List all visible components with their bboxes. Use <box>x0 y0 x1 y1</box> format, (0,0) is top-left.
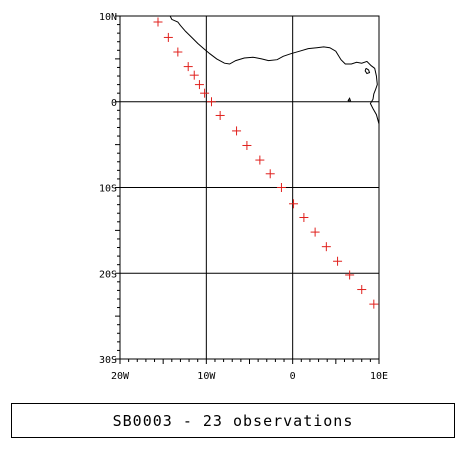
observation-marker <box>163 32 173 42</box>
lat-label: 10S <box>99 184 117 195</box>
observation-points <box>153 17 379 309</box>
observation-marker <box>183 62 193 72</box>
lon-label: 10W <box>197 371 216 382</box>
observation-marker <box>345 270 355 280</box>
observation-marker <box>369 299 379 309</box>
observation-marker <box>215 110 225 120</box>
lon-label: 20W <box>111 371 130 382</box>
coastline-bioko <box>364 67 371 75</box>
observation-marker <box>189 70 199 80</box>
graticule-grid <box>120 16 379 359</box>
observation-marker <box>310 227 320 237</box>
observation-map: 10N 0 10S 20S 30S 20W 10W 0 10E <box>99 12 388 382</box>
lat-label: 0 <box>111 98 117 109</box>
observation-marker <box>357 285 367 295</box>
observation-marker <box>265 169 275 179</box>
coastline-sao-tome <box>347 97 352 102</box>
observation-marker <box>289 199 299 209</box>
coastline-africa <box>169 16 379 125</box>
observation-marker <box>242 140 252 150</box>
observation-marker <box>200 88 210 98</box>
axis-labels: 10N 0 10S 20S 30S 20W 10W 0 10E <box>99 12 388 382</box>
caption-text: SB0003 - 23 observations <box>112 411 354 430</box>
caption-box: SB0003 - 23 observations <box>11 403 455 438</box>
lon-label: 0 <box>290 371 296 382</box>
lat-label: 20S <box>99 269 117 280</box>
observation-marker <box>173 47 183 57</box>
observation-marker <box>321 242 331 252</box>
observation-marker <box>333 256 343 266</box>
coastline <box>169 16 379 125</box>
lat-label: 30S <box>99 355 117 366</box>
observation-marker <box>153 17 163 27</box>
observation-marker <box>194 80 204 90</box>
observation-marker <box>299 213 309 223</box>
observation-marker <box>232 126 242 136</box>
observation-marker <box>276 183 286 192</box>
axis-ticks <box>115 15 380 364</box>
observation-marker <box>255 155 265 165</box>
observation-marker <box>207 97 217 107</box>
lon-label: 10E <box>370 371 388 382</box>
lat-label: 10N <box>99 12 117 23</box>
